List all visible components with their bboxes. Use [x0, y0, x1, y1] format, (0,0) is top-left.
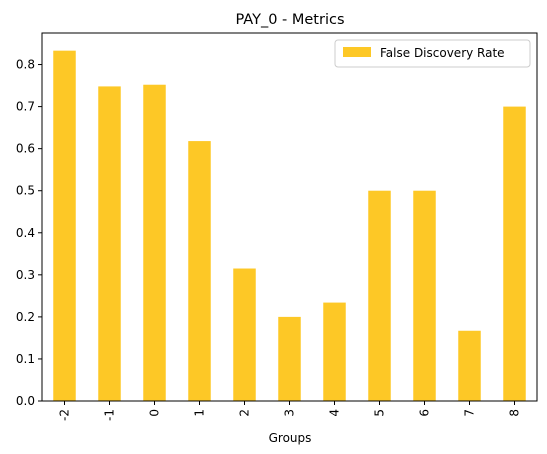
- x-axis: -2 -1 0 1 2 3 4 5 6 7 8: [58, 401, 522, 421]
- y-tick-label: 0.1: [16, 352, 35, 366]
- legend-box: [334, 39, 531, 68]
- x-tick-label: -1: [103, 409, 117, 421]
- y-tick-label: 0.5: [16, 184, 35, 198]
- bar-7: [458, 330, 481, 401]
- y-axis: 0.0 0.1 0.2 0.3 0.4 0.5 0.6 0.7 0.8: [16, 58, 42, 408]
- y-tick-label: 0.3: [16, 268, 35, 282]
- chart-title: PAY_0 - Metrics: [235, 12, 344, 28]
- legend: False Discovery Rate: [334, 39, 531, 68]
- y-tick-label: 0.4: [16, 226, 35, 240]
- y-tick-label: 0.6: [16, 142, 35, 156]
- bar-8: [503, 106, 526, 401]
- x-tick-label: 5: [373, 409, 387, 417]
- x-axis-label: Groups: [269, 431, 312, 445]
- x-tick-label: 8: [508, 409, 522, 417]
- x-tick-label: -2: [58, 409, 72, 421]
- bars: [53, 50, 526, 402]
- legend-swatch: [343, 47, 371, 57]
- legend-label: False Discovery Rate: [380, 46, 505, 60]
- y-tick-label: 0.0: [16, 394, 35, 408]
- x-tick-label: 2: [238, 409, 252, 417]
- bar--1: [98, 86, 121, 402]
- bar-5: [368, 190, 391, 401]
- y-tick-label: 0.2: [16, 310, 35, 324]
- x-tick-label: 4: [328, 409, 342, 417]
- x-tick-label: 1: [193, 409, 207, 417]
- bar-0: [143, 84, 166, 401]
- bar--2: [53, 50, 76, 401]
- y-tick-label: 0.7: [16, 100, 35, 114]
- bar-4: [323, 302, 346, 401]
- bar-2: [233, 268, 256, 401]
- x-tick-label: 7: [463, 409, 477, 417]
- bar-1: [188, 141, 211, 401]
- x-tick-label: 3: [283, 409, 297, 417]
- bar-3: [278, 316, 301, 401]
- x-tick-label: 0: [148, 409, 162, 417]
- y-tick-label: 0.8: [16, 58, 35, 72]
- bar-6: [413, 190, 436, 401]
- x-tick-label: 6: [418, 409, 432, 417]
